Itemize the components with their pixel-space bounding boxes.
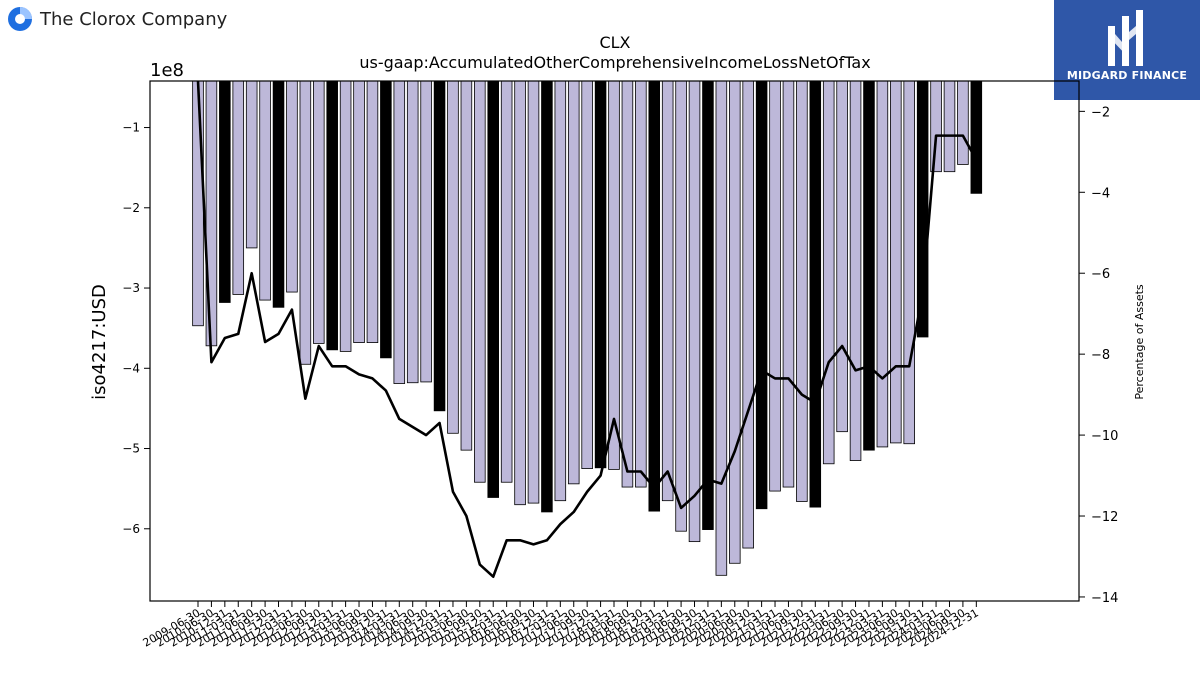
- bar: [433, 80, 446, 412]
- bar: [541, 80, 553, 513]
- header: The Clorox Company: [0, 0, 227, 38]
- y2-tick-label: −12: [1091, 510, 1118, 525]
- brand-logo: MIDGARD FINANCE: [1054, 0, 1200, 100]
- bar: [890, 80, 902, 444]
- bar: [608, 80, 620, 470]
- bar: [366, 80, 379, 344]
- bar: [380, 80, 392, 359]
- midgard-logo-icon: [1108, 10, 1143, 66]
- y2-tick-label: −2: [1091, 105, 1110, 120]
- bar: [635, 80, 647, 488]
- bar: [581, 80, 593, 469]
- y-tick-label: −6: [122, 522, 140, 536]
- y-tick-label: −1: [122, 121, 140, 135]
- bar: [836, 80, 848, 433]
- bar: [420, 80, 432, 383]
- y2-ticks: −2 −4 −6 −8 −10 −12 −14: [1079, 105, 1118, 606]
- bar: [259, 80, 271, 301]
- chart-title: CLX: [599, 33, 630, 52]
- bar: [702, 80, 714, 530]
- bar: [299, 80, 312, 365]
- bar: [219, 80, 231, 303]
- y2-tick-label: −14: [1091, 591, 1118, 606]
- x-ticks: 2009-06-302010-06-302010-12-312011-03-31…: [141, 601, 981, 650]
- line-layer: [196, 80, 978, 579]
- brand-name: MIDGARD FINANCE: [1066, 69, 1188, 82]
- bar: [245, 80, 258, 249]
- y2-tick-label: −6: [1091, 267, 1110, 282]
- bar: [755, 80, 768, 510]
- bar: [500, 80, 513, 483]
- bar: [353, 80, 365, 344]
- bar: [232, 80, 245, 295]
- bar: [957, 80, 969, 165]
- bar: [661, 80, 674, 502]
- bar: [688, 80, 701, 543]
- bar: [460, 80, 473, 451]
- y-tick-label: −3: [122, 281, 140, 295]
- y2-tick-label: −10: [1091, 429, 1118, 444]
- y-axis-label: iso4217:USD: [89, 284, 110, 400]
- bar: [796, 80, 808, 502]
- company-name: The Clorox Company: [40, 8, 228, 30]
- bar: [474, 80, 486, 483]
- clorox-logo-icon: [8, 7, 32, 31]
- bar: [487, 80, 499, 498]
- y-tick-label: −5: [122, 442, 140, 456]
- bar: [326, 80, 338, 351]
- bar: [272, 80, 285, 308]
- bar: [903, 80, 915, 445]
- bar: [729, 80, 741, 564]
- y-ticks: −1 −2 −3 −4 −5 −6: [122, 121, 150, 536]
- bar: [809, 80, 822, 508]
- bar: [406, 80, 419, 384]
- bar: [715, 80, 728, 576]
- series-line-percentage-of-assets: [196, 80, 978, 579]
- bar: [527, 80, 540, 504]
- bar: [822, 80, 835, 465]
- bar: [782, 80, 795, 488]
- bar: [567, 80, 580, 485]
- y-tick-label: −4: [122, 361, 140, 375]
- bar: [594, 80, 607, 469]
- bar: [863, 80, 875, 451]
- y-offset-label: 1e8: [150, 60, 184, 81]
- bar: [742, 80, 754, 549]
- bar: [648, 80, 661, 512]
- y2-axis-label: Percentage of Assets: [1133, 284, 1146, 400]
- bar: [514, 80, 526, 506]
- bar: [447, 80, 459, 434]
- y-tick-label: −2: [122, 201, 140, 215]
- bar: [970, 80, 983, 194]
- bar: [621, 80, 634, 488]
- bar: [876, 80, 889, 448]
- bar: [313, 80, 325, 344]
- bar: [192, 80, 204, 327]
- bar: [943, 80, 956, 173]
- y2-tick-label: −8: [1091, 348, 1110, 363]
- bar: [675, 80, 687, 532]
- chart-subtitle: us-gaap:AccumulatedOtherComprehensiveInc…: [359, 53, 870, 72]
- bar: [286, 80, 298, 293]
- y2-tick-label: −4: [1091, 186, 1110, 201]
- bar: [339, 80, 352, 352]
- bar: [393, 80, 406, 384]
- bars-layer: [192, 80, 983, 576]
- bar: [930, 80, 942, 173]
- bar: [554, 80, 567, 502]
- bar: [849, 80, 862, 461]
- bar: [769, 80, 781, 492]
